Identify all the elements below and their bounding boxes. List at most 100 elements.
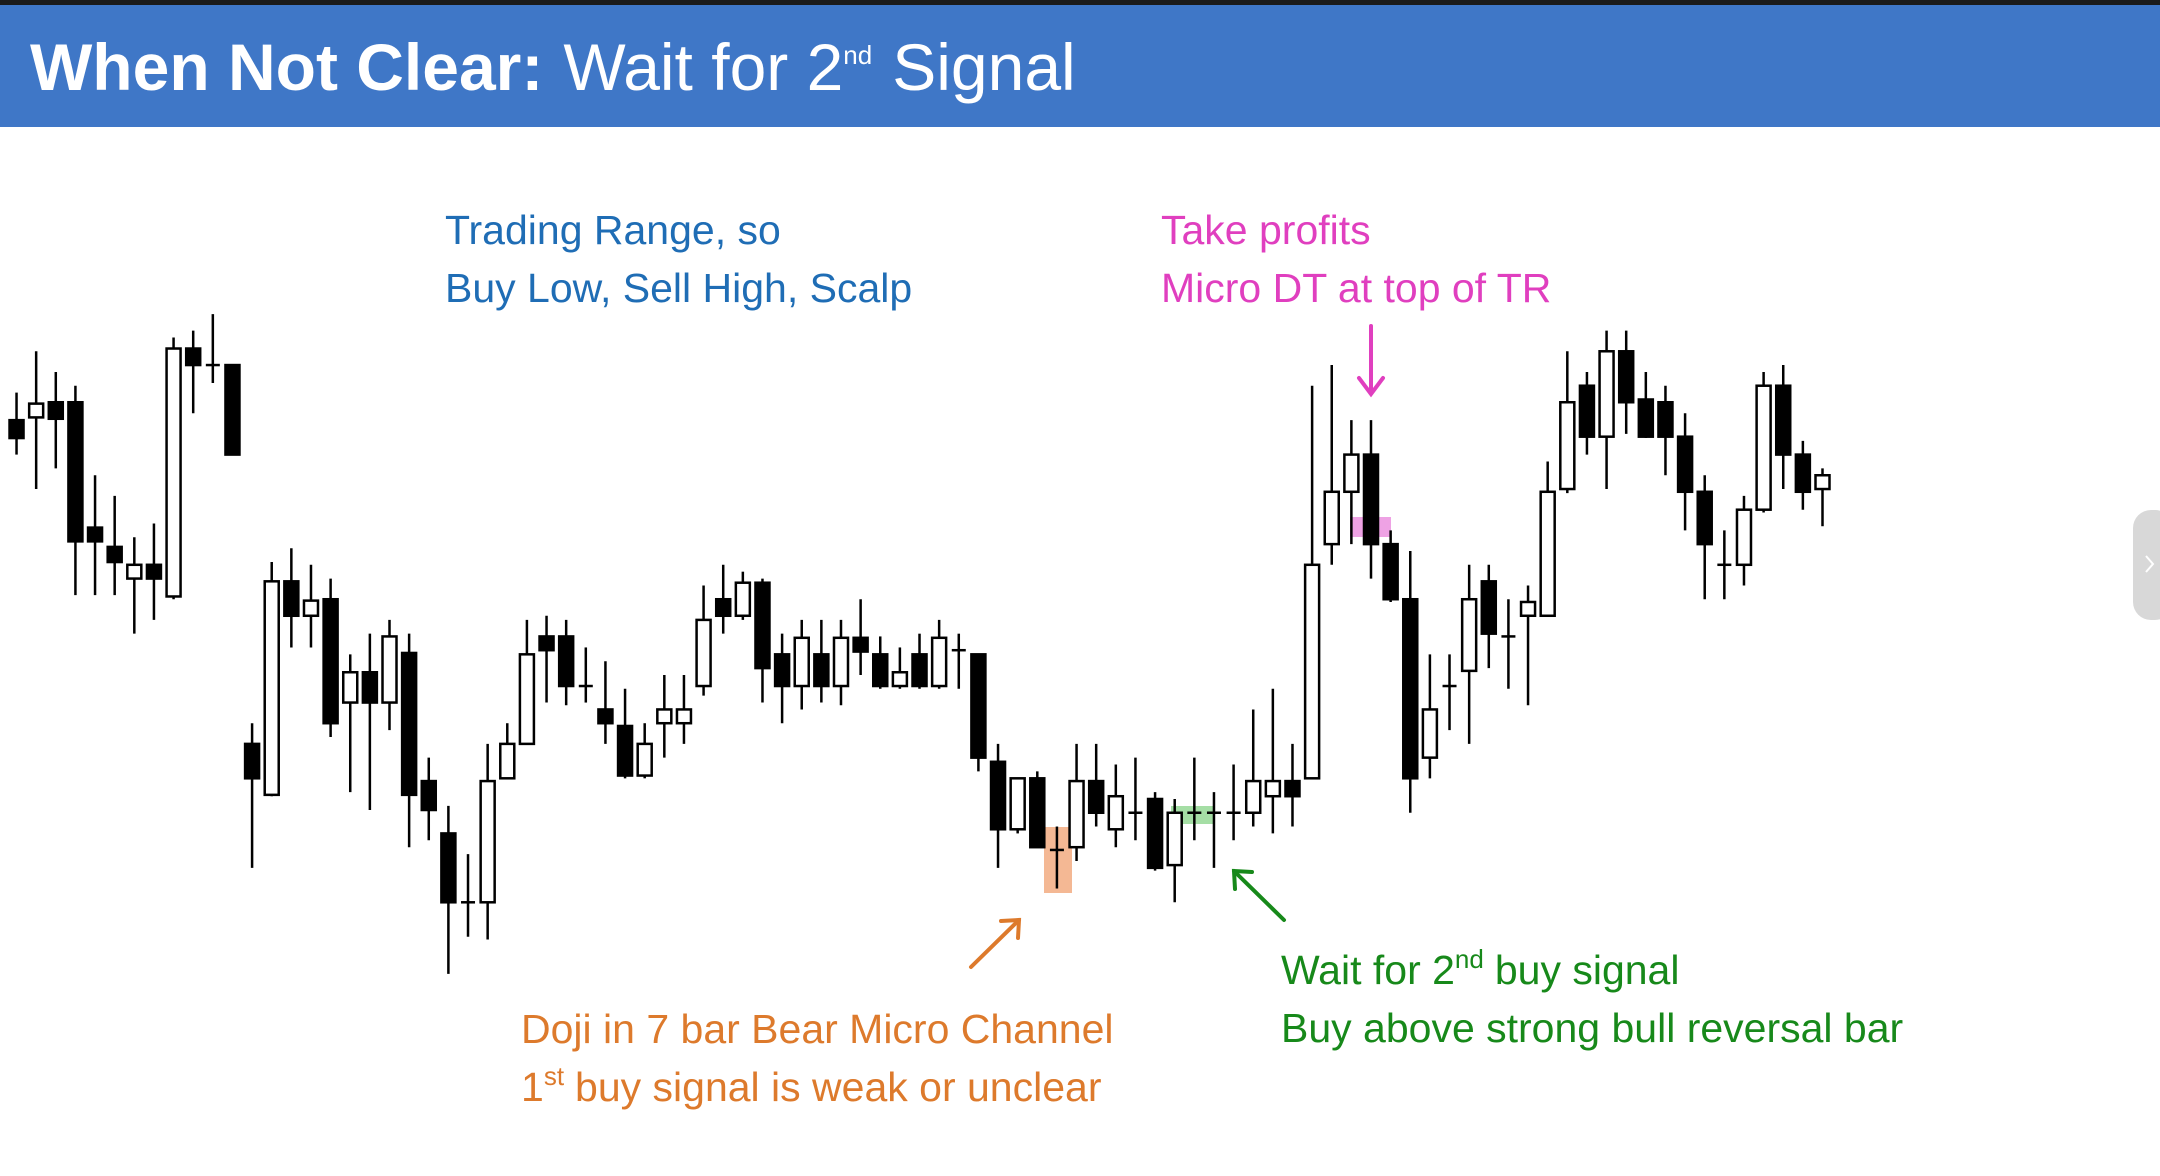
candle-body	[1343, 453, 1360, 494]
title-sup: nd	[843, 40, 872, 70]
candle-body	[145, 563, 163, 580]
candle-body	[597, 708, 614, 725]
candle-body	[557, 635, 575, 688]
candle-body	[1009, 777, 1026, 831]
annotation-line: Trading Range, so	[445, 207, 781, 253]
candle-body	[1402, 597, 1419, 780]
candle-body	[734, 581, 752, 618]
candle-body	[1559, 400, 1576, 491]
candle-body	[1264, 779, 1282, 798]
candle-body	[1087, 779, 1105, 815]
candle-body	[616, 724, 634, 777]
candle-body	[1676, 435, 1694, 494]
candle-body	[1519, 600, 1537, 618]
candle-body	[1774, 384, 1792, 456]
candle-body	[930, 636, 948, 688]
title-main: When Not Clear:	[30, 30, 543, 104]
candle-body	[184, 347, 202, 367]
candle-body	[538, 635, 555, 652]
candle-body	[1480, 580, 1498, 635]
candle-body	[1657, 400, 1674, 438]
candle-body	[165, 347, 182, 598]
candle-body	[1539, 490, 1556, 618]
candle-body	[872, 653, 889, 688]
candle-body	[27, 402, 45, 419]
candle-body	[1107, 794, 1125, 831]
candle-body	[793, 636, 810, 688]
candle-body	[47, 400, 65, 421]
title-end: Signal	[892, 30, 1075, 104]
annotation-text: Take profits	[1161, 207, 1371, 253]
candle-body	[1460, 597, 1478, 673]
candle-body	[891, 670, 909, 688]
candle-body	[832, 636, 850, 688]
candle-body	[341, 670, 359, 704]
annotation-sup: st	[544, 1061, 565, 1091]
candle-body	[283, 580, 300, 618]
annotation-line: 1st buy signal is weak or unclear	[521, 1061, 1101, 1110]
side-tab[interactable]	[2133, 510, 2160, 620]
annotation-text: Trading Range, so	[445, 207, 781, 253]
annotation-line: Take profits	[1161, 207, 1371, 253]
candle-body	[106, 545, 123, 564]
annotation-sup: nd	[1455, 944, 1484, 974]
top-strip	[0, 0, 2160, 5]
annotation-line: Micro DT at top of TR	[1161, 265, 1551, 311]
candle-body	[440, 832, 457, 904]
candle-body	[1068, 779, 1085, 849]
title-rest: Wait for 2	[563, 30, 843, 104]
candle-body	[970, 653, 987, 759]
candle-body	[1323, 490, 1340, 546]
candle-body	[754, 581, 771, 670]
arrows	[969, 324, 1385, 969]
header-bar	[0, 0, 2160, 127]
candle-body	[675, 708, 693, 725]
candle-body	[263, 580, 280, 797]
annotation-text: Doji in 7 bar Bear Micro Channel	[521, 1006, 1114, 1052]
candle-body	[1284, 779, 1301, 798]
candle-body	[1794, 453, 1812, 494]
candle-body	[1166, 811, 1183, 867]
candle-body	[1362, 453, 1380, 546]
candle-body	[8, 418, 25, 440]
candle-body	[322, 597, 339, 725]
candle-body	[420, 779, 438, 812]
candle-body	[400, 651, 418, 797]
candle-body	[714, 597, 732, 618]
candle-body	[1755, 384, 1772, 511]
annotations: Trading Range, so Buy Low, Sell High, Sca…	[445, 207, 1903, 1110]
candle-body	[224, 363, 241, 456]
candle-body	[243, 742, 261, 780]
annotation-line: Buy Low, Sell High, Scalp	[445, 265, 912, 311]
candle-body	[695, 618, 712, 688]
annotation-text: Buy Low, Sell High, Scalp	[445, 265, 912, 311]
annotation-line: Doji in 7 bar Bear Micro Channel	[521, 1006, 1114, 1052]
candle-body	[1578, 384, 1596, 438]
candle-body	[1303, 563, 1321, 780]
candle-body	[499, 742, 516, 780]
candle-body	[1598, 350, 1615, 438]
annotation-text: Buy above strong bull reversal bar	[1281, 1005, 1903, 1051]
annotation-line: Buy above strong bull reversal bar	[1281, 1005, 1903, 1051]
annotation-text: Wait for 2	[1281, 947, 1455, 993]
annotation-after: buy signal	[1495, 947, 1680, 993]
green-arrow	[1231, 868, 1286, 922]
candle-body	[479, 779, 496, 904]
candle-body	[1637, 398, 1655, 438]
orange-arrow	[969, 917, 1022, 969]
candle-body	[1735, 508, 1753, 567]
candle-body	[773, 653, 791, 688]
candle-body	[1814, 474, 1831, 491]
candle-body	[989, 760, 1007, 831]
annotation-after: buy signal is weak or unclear	[575, 1064, 1101, 1110]
side-tab-chevron[interactable]	[2145, 555, 2155, 573]
annotation-text: Micro DT at top of TR	[1161, 265, 1551, 311]
candle-body	[1029, 777, 1046, 849]
annotation-text: 1	[521, 1064, 544, 1110]
candle-body	[518, 653, 536, 746]
candle-body	[1382, 542, 1399, 601]
annotation-line: Wait for 2nd buy signal	[1281, 944, 1679, 993]
candle-body	[1244, 779, 1262, 815]
